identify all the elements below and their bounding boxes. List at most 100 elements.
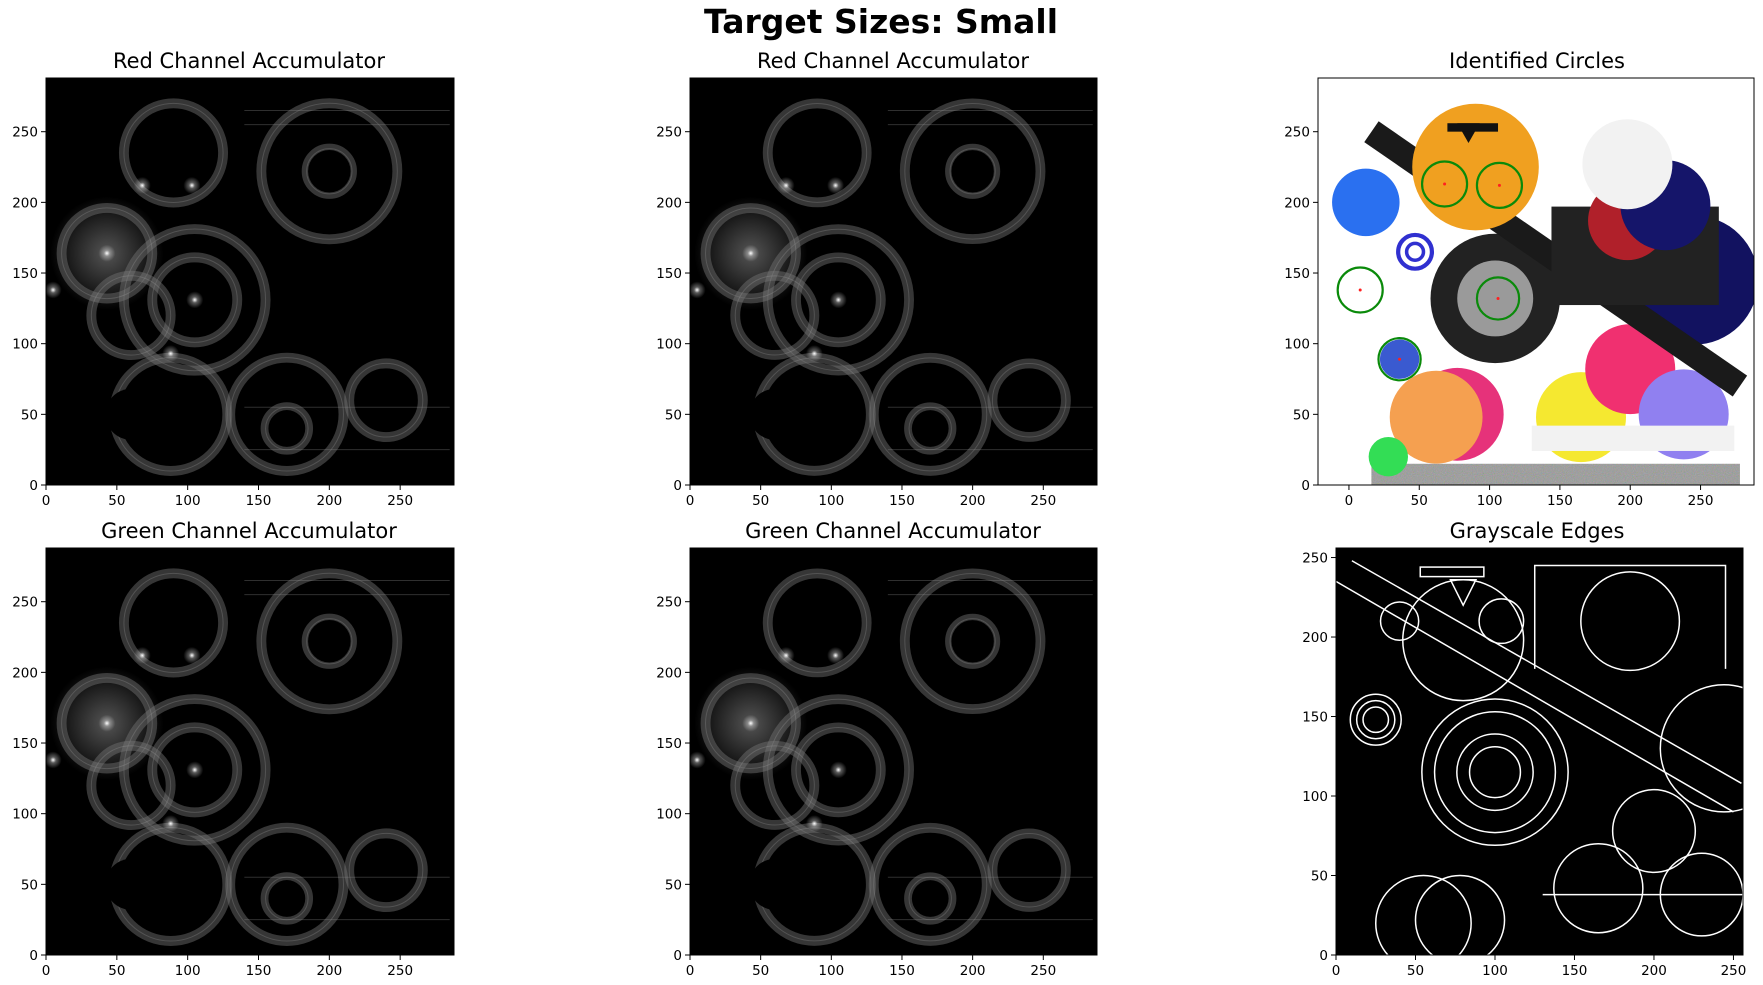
y-tick-label: 100 xyxy=(1302,789,1328,805)
accumulator-ring-edge xyxy=(151,726,238,813)
x-tick-label: 100 xyxy=(1477,493,1503,509)
accumulator-ring-edge xyxy=(873,827,988,942)
y-tick-label: 0 xyxy=(29,478,38,494)
accumulator-ring-edge xyxy=(123,102,224,203)
accumulator-ring-edge xyxy=(265,876,309,921)
accumulator-ring-edge xyxy=(734,275,815,356)
x-tick-label: 50 xyxy=(1407,963,1424,979)
accumulator-ring-edge xyxy=(904,572,1041,710)
y-tick-label: 150 xyxy=(1284,266,1310,282)
accumulator-ring-edge xyxy=(306,618,353,665)
y-tick-label: 0 xyxy=(673,948,682,964)
accumulator-ring-edge xyxy=(348,832,424,908)
accumulator-ring xyxy=(344,828,428,912)
x-tick-label: 250 xyxy=(1030,963,1056,979)
x-tick-label: 0 xyxy=(686,963,695,979)
accumulator-peak xyxy=(805,345,823,363)
x-tick-label: 150 xyxy=(1562,963,1588,979)
accumulator-ring xyxy=(762,568,872,678)
shape-ring-hole xyxy=(1457,260,1534,337)
x-tick-label: 50 xyxy=(752,963,769,979)
accumulator-peak xyxy=(46,751,62,769)
edge-triangle xyxy=(1449,579,1478,607)
shape-mouth-bar xyxy=(1447,123,1499,132)
plot-area xyxy=(1336,548,1743,955)
accumulator-dark-region xyxy=(951,150,994,193)
accumulator-ring-edge xyxy=(705,207,797,299)
accumulator-ring xyxy=(301,143,357,199)
x-tick-label: 50 xyxy=(752,493,769,509)
accumulator-ring-edge xyxy=(795,726,882,813)
edge-diagonal xyxy=(1351,560,1742,784)
accumulator-ring xyxy=(56,202,158,304)
accumulator-ring-edge xyxy=(61,207,153,300)
y-tick-label: 200 xyxy=(656,665,682,681)
x-tick-label: 150 xyxy=(889,493,915,509)
accumulator-ring xyxy=(762,98,872,208)
panel-green-accumulator-2: Green Channel Accumulator 0 50 100 150 200 25… xyxy=(656,519,1098,979)
x-tick-label: 0 xyxy=(42,963,51,979)
accumulator-ring xyxy=(260,872,314,925)
y-tick-label: 0 xyxy=(1319,948,1328,964)
edge-mouth xyxy=(1419,566,1485,578)
x-tick-label: 150 xyxy=(246,963,272,979)
panel-title: Red Channel Accumulator xyxy=(113,49,385,73)
accumulator-ring xyxy=(225,352,349,476)
x-tick-label: 150 xyxy=(1547,493,1573,509)
accumulator-ring xyxy=(86,740,176,831)
x-tick-label: 250 xyxy=(1688,493,1714,509)
edge-contour xyxy=(1553,842,1644,934)
panel-title: Green Channel Accumulator xyxy=(101,519,397,543)
accumulator-ring xyxy=(301,613,357,669)
accumulator-ring-edge xyxy=(229,357,345,472)
accumulator-peak xyxy=(827,646,845,664)
x-tick-label: 50 xyxy=(1411,493,1428,509)
x-tick-label: 150 xyxy=(246,493,272,509)
accumulator-dark-region xyxy=(268,880,306,917)
accumulator-peak xyxy=(186,291,204,309)
detected-circle xyxy=(1475,161,1524,210)
y-tick-label: 50 xyxy=(1311,869,1328,885)
detected-circle xyxy=(1475,276,1521,321)
y-tick-label: 0 xyxy=(673,478,682,494)
detected-circle xyxy=(1336,266,1384,314)
y-tick-label: 100 xyxy=(656,807,682,823)
panel-red-accumulator-1: Red Channel Accumulator 0 50 100 150 200 250 0… xyxy=(12,49,455,509)
y-tick-label: 200 xyxy=(12,665,38,681)
accumulator-ring-edge xyxy=(123,572,224,673)
x-tick-label: 200 xyxy=(960,963,986,979)
accumulator-ring-edge xyxy=(348,362,424,438)
x-tick-label: 0 xyxy=(1332,963,1341,979)
panel-title: Red Channel Accumulator xyxy=(757,49,1029,73)
accumulator-ring xyxy=(260,402,314,455)
panel-title: Identified Circles xyxy=(1449,49,1625,73)
y-tick-label: 0 xyxy=(29,948,38,964)
edge-contour xyxy=(1468,745,1522,799)
panel-title: Grayscale Edges xyxy=(1450,519,1625,543)
accumulator-peak xyxy=(742,714,760,732)
accumulator-ring-edge xyxy=(767,228,910,372)
x-tick-label: 250 xyxy=(387,493,413,509)
edge-rectangle xyxy=(1533,564,1727,669)
accumulator-ring-edge xyxy=(908,406,952,451)
accumulator-dark-region xyxy=(308,150,351,193)
edge-contour xyxy=(1659,683,1743,813)
accumulator-ring xyxy=(904,402,957,455)
edge-contour xyxy=(1580,571,1681,672)
y-tick-label: 250 xyxy=(656,125,682,141)
x-tick-label: 50 xyxy=(108,493,125,509)
x-tick-label: 200 xyxy=(960,493,986,509)
accumulator-ring-edge xyxy=(260,102,398,240)
shape-orange-disc xyxy=(1389,370,1483,464)
accumulator-ring-edge xyxy=(123,228,267,372)
y-tick-label: 100 xyxy=(1284,337,1310,353)
accumulator-peak xyxy=(742,244,760,262)
accumulator-ring-edge xyxy=(734,745,815,826)
x-tick-label: 0 xyxy=(42,493,51,509)
x-tick-label: 100 xyxy=(175,493,201,509)
x-tick-label: 200 xyxy=(1641,963,1667,979)
axes-frame xyxy=(45,547,455,956)
x-tick-label: 250 xyxy=(387,963,413,979)
accumulator-ring xyxy=(118,568,229,678)
